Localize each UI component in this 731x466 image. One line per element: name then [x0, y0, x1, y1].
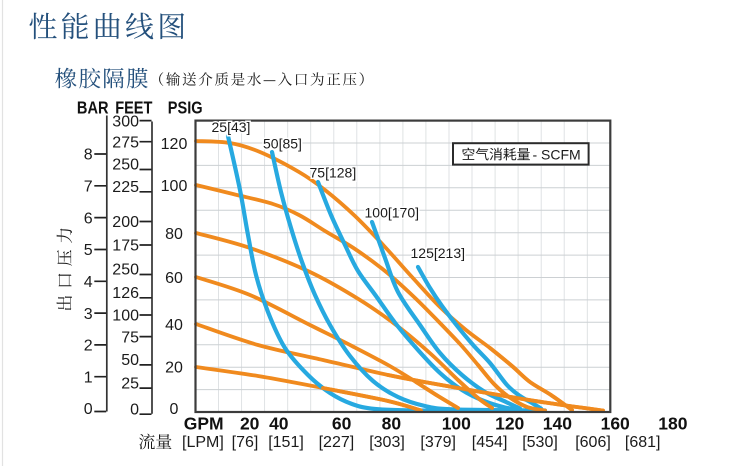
svg-text:BAR: BAR — [77, 98, 109, 118]
svg-text:0: 0 — [130, 401, 139, 418]
svg-text:4: 4 — [84, 274, 93, 291]
svg-text:180: 180 — [658, 414, 687, 434]
svg-text:300: 300 — [112, 113, 139, 130]
svg-text:125[213]: 125[213] — [411, 245, 466, 261]
svg-text:[530]: [530] — [522, 434, 558, 451]
svg-text:126: 126 — [112, 285, 139, 302]
svg-text:[379]: [379] — [420, 434, 456, 451]
svg-text:225: 225 — [112, 179, 139, 196]
svg-text:0: 0 — [170, 401, 179, 418]
svg-text:5: 5 — [84, 242, 93, 259]
svg-text:[303]: [303] — [369, 434, 405, 451]
svg-text:6: 6 — [84, 210, 93, 227]
svg-text:PSIG: PSIG — [168, 98, 203, 118]
svg-text:80: 80 — [382, 414, 402, 434]
svg-text:GPM: GPM — [184, 414, 224, 434]
svg-text:20: 20 — [240, 414, 260, 434]
svg-text:50: 50 — [121, 352, 139, 369]
svg-text:100: 100 — [442, 414, 471, 434]
svg-text:25: 25 — [121, 375, 139, 392]
svg-text:250: 250 — [112, 262, 139, 279]
svg-text:160: 160 — [601, 414, 630, 434]
svg-text:80: 80 — [165, 226, 183, 243]
svg-text:100: 100 — [112, 308, 139, 325]
svg-text:250: 250 — [112, 157, 139, 174]
svg-text:[454]: [454] — [472, 434, 508, 451]
svg-text:60: 60 — [165, 270, 183, 287]
svg-text:7: 7 — [84, 179, 93, 196]
svg-text:25[43]: 25[43] — [212, 119, 251, 135]
svg-text:120: 120 — [495, 414, 524, 434]
svg-text:1: 1 — [84, 369, 93, 386]
svg-text:120: 120 — [161, 136, 188, 153]
svg-text:175: 175 — [112, 238, 139, 255]
svg-text:[76]: [76] — [232, 434, 259, 451]
svg-text:50[85]: 50[85] — [263, 136, 302, 152]
svg-text:60: 60 — [332, 414, 352, 434]
svg-text:40: 40 — [165, 317, 183, 334]
svg-text:75: 75 — [121, 329, 139, 346]
svg-text:75[128]: 75[128] — [310, 165, 357, 181]
svg-text:FEET: FEET — [115, 98, 152, 118]
svg-text:[LPM]: [LPM] — [182, 434, 224, 451]
svg-text:[606]: [606] — [575, 434, 611, 451]
svg-text:[227]: [227] — [319, 434, 355, 451]
svg-text:140: 140 — [543, 414, 572, 434]
svg-text:100[170]: 100[170] — [365, 205, 420, 221]
svg-text:[681]: [681] — [625, 434, 661, 451]
svg-text:2: 2 — [84, 338, 93, 355]
svg-text:40: 40 — [269, 414, 289, 434]
svg-text:0: 0 — [84, 401, 93, 418]
svg-text:- SCFM: - SCFM — [533, 146, 581, 162]
svg-text:[151]: [151] — [268, 434, 304, 451]
svg-text:20: 20 — [165, 360, 183, 377]
svg-text:100: 100 — [161, 178, 188, 195]
svg-text:200: 200 — [112, 214, 139, 231]
svg-text:3: 3 — [84, 306, 93, 323]
svg-text:275: 275 — [112, 134, 139, 151]
svg-text:8: 8 — [84, 147, 93, 164]
